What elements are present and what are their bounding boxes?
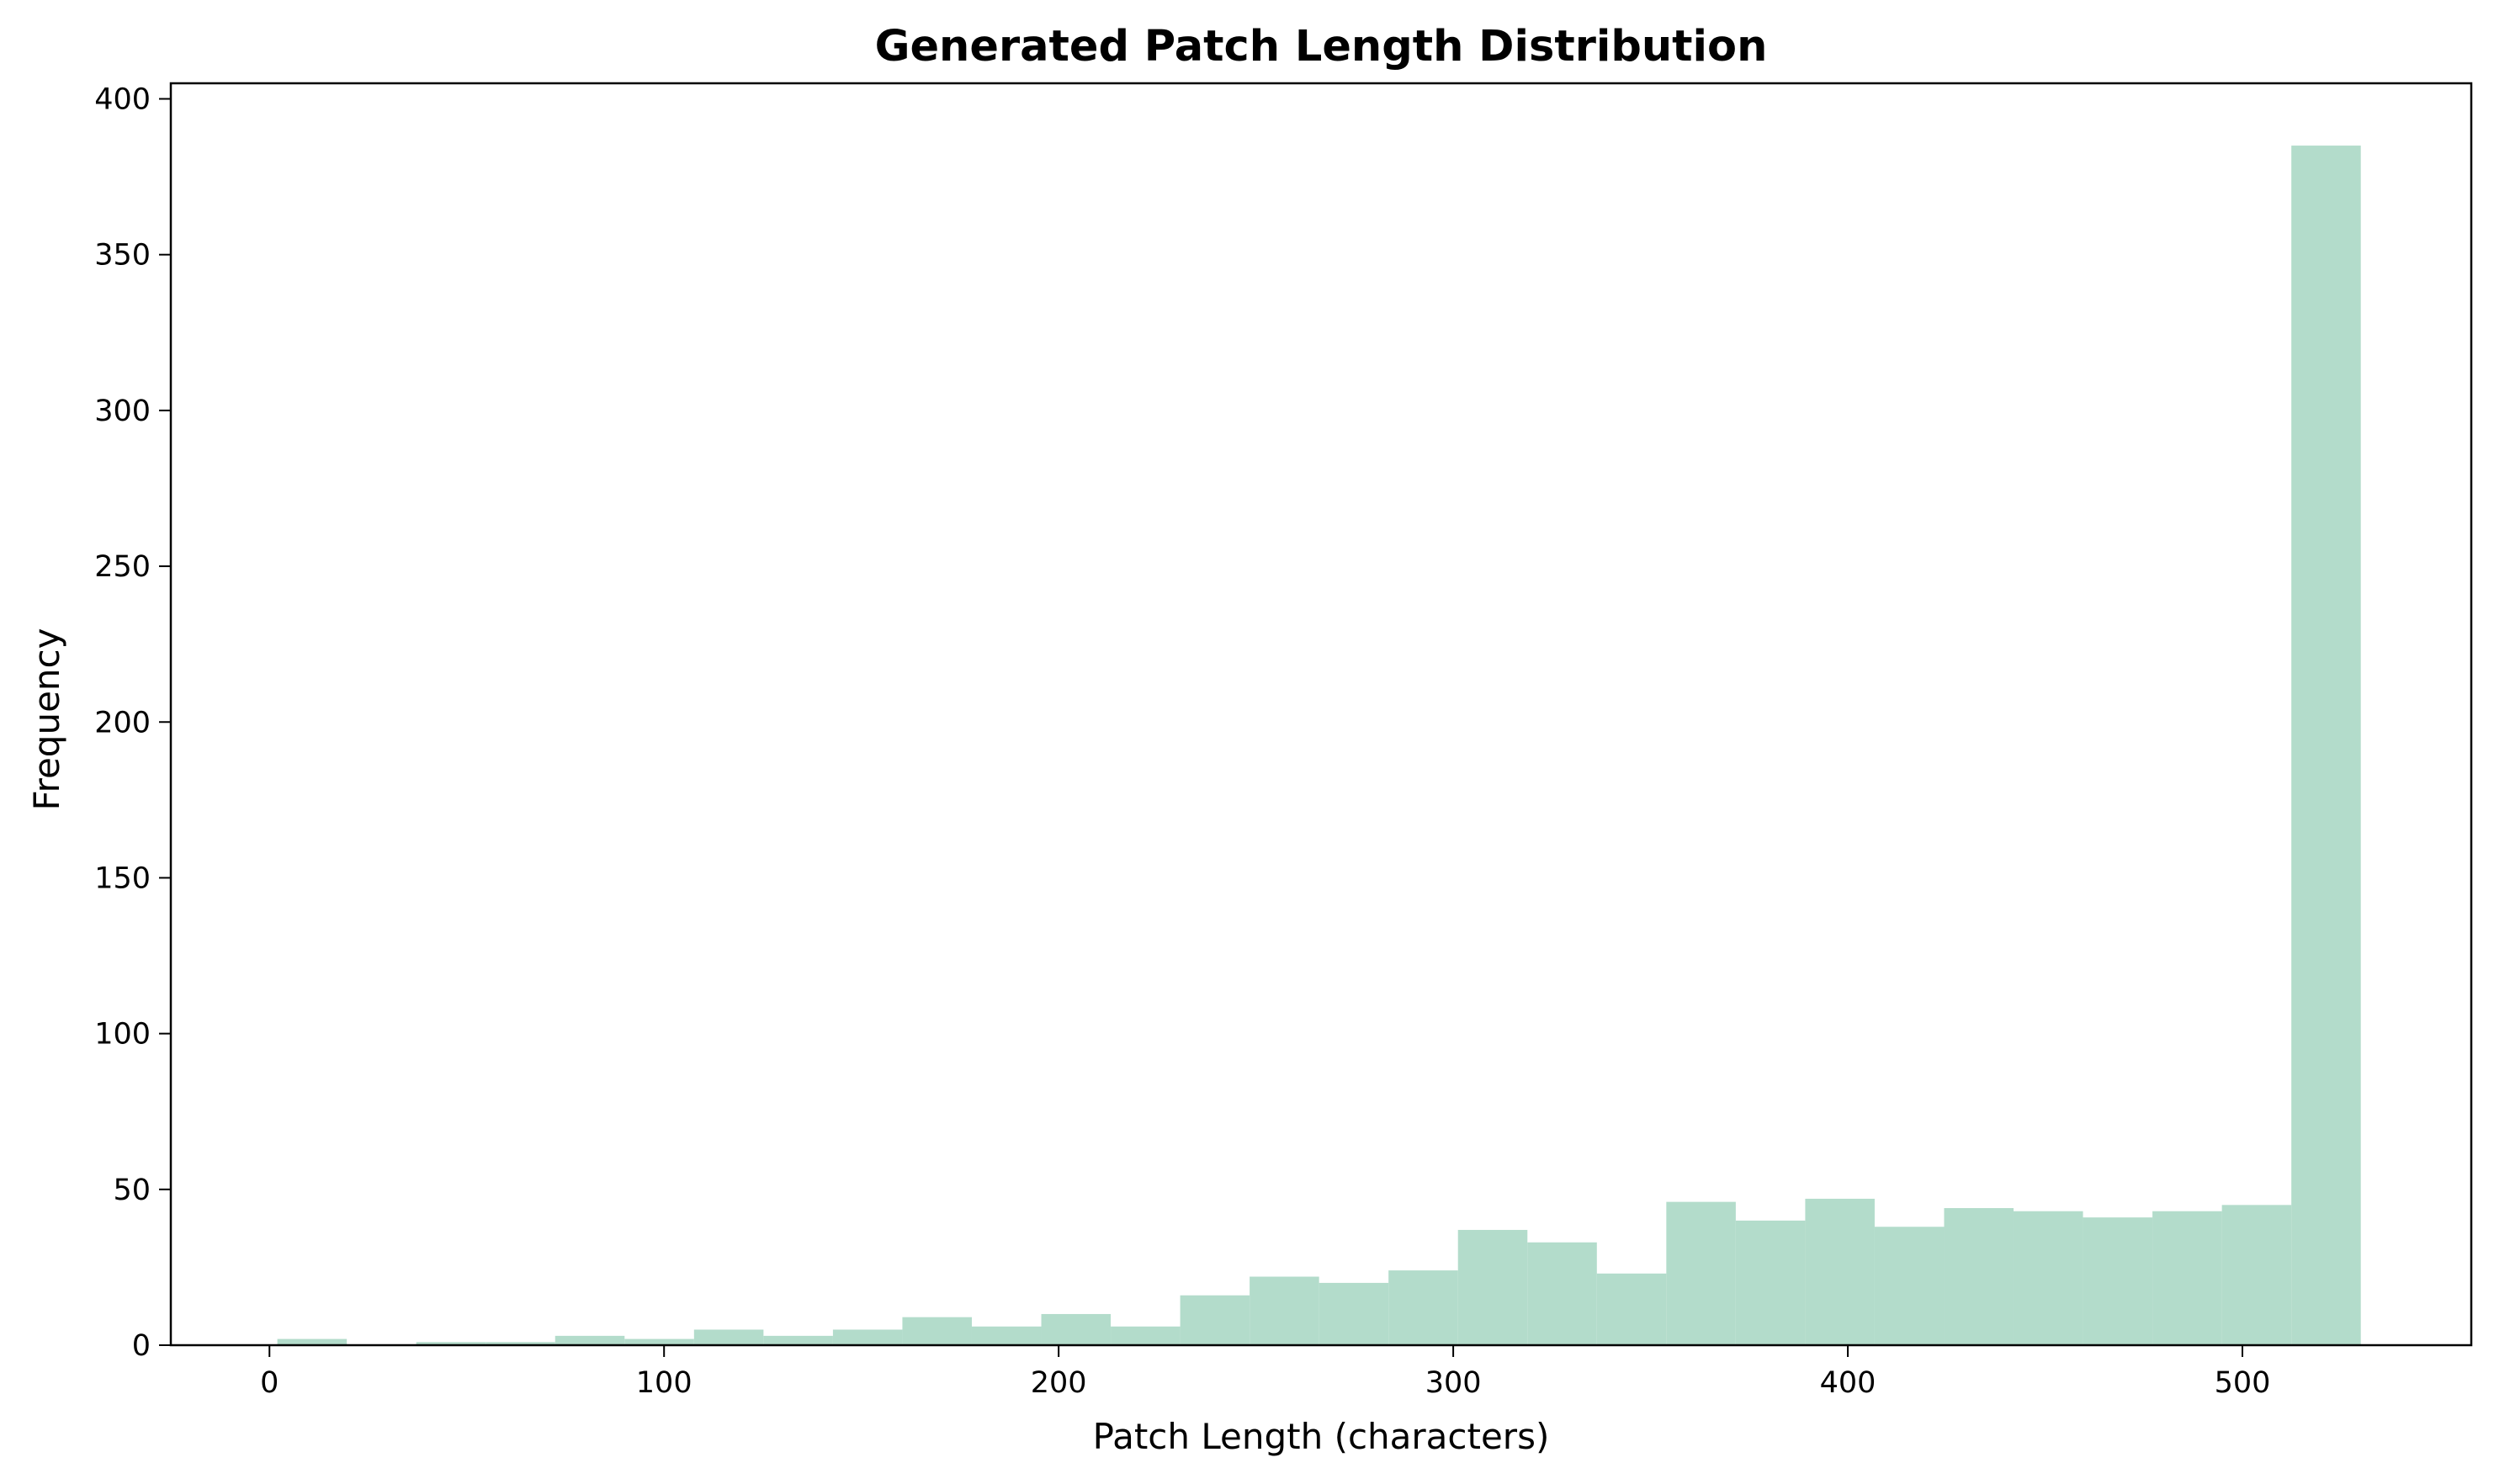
histogram-bar [2014, 1211, 2083, 1345]
histogram-bar [624, 1338, 694, 1345]
histogram-bar [1527, 1242, 1597, 1345]
histogram-bar [832, 1329, 903, 1345]
histogram-bar [277, 1338, 348, 1345]
y-tick-label: 350 [94, 239, 151, 273]
y-tick-label: 200 [94, 706, 151, 739]
histogram-bar [1319, 1282, 1389, 1345]
histogram-bar [693, 1329, 764, 1345]
x-tick-label: 500 [2215, 1366, 2271, 1400]
histogram-bar [1666, 1201, 1736, 1345]
histogram-bar [555, 1335, 625, 1345]
histogram-bar [1596, 1273, 1667, 1345]
x-tick-label: 300 [1425, 1366, 1482, 1400]
y-tick-label: 50 [113, 1174, 151, 1207]
y-tick-label: 0 [132, 1329, 151, 1363]
y-axis-ticks: 0 50 100 150 200 250 300 350 400 [94, 83, 171, 1363]
histogram-bar [971, 1326, 1042, 1345]
histogram-bar [2221, 1205, 2292, 1345]
histogram-bar [763, 1335, 833, 1345]
chart-title: Generated Patch Length Distribution [875, 22, 1768, 72]
histogram-bar [416, 1342, 486, 1345]
histogram-bar [1388, 1270, 1458, 1345]
histogram-bar [1111, 1326, 1181, 1345]
x-tick-label: 0 [260, 1366, 279, 1400]
x-tick-label: 400 [1820, 1366, 1876, 1400]
histogram-bar [1250, 1276, 1319, 1345]
histogram-bar [2291, 146, 2361, 1345]
x-tick-label: 200 [1031, 1366, 1087, 1400]
histogram-bar [2152, 1211, 2222, 1345]
y-tick-label: 300 [94, 395, 151, 428]
y-axis-label: Frequency [26, 628, 67, 811]
histogram-bar [1457, 1229, 1528, 1345]
histogram-bar [1805, 1198, 1875, 1345]
plot-frame [169, 82, 2473, 1347]
histogram-bar [486, 1342, 555, 1345]
histogram-bar [1735, 1220, 1806, 1345]
y-tick-label: 400 [94, 83, 151, 117]
histogram-bar [1041, 1313, 1112, 1345]
y-tick-label: 100 [94, 1018, 151, 1052]
x-axis-ticks: 0 100 200 300 400 500 [260, 1345, 2270, 1400]
histogram-bar [2083, 1217, 2153, 1345]
bars-group [277, 146, 2361, 1345]
histogram-bar [1180, 1295, 1250, 1345]
histogram-bar [1874, 1227, 1945, 1345]
x-tick-label: 100 [636, 1366, 692, 1400]
histogram-bar [902, 1317, 972, 1345]
y-tick-label: 150 [94, 861, 151, 895]
y-tick-label: 250 [94, 550, 151, 584]
x-axis-label: Patch Length (characters) [1093, 1416, 1550, 1457]
histogram-bar [1944, 1208, 2014, 1345]
